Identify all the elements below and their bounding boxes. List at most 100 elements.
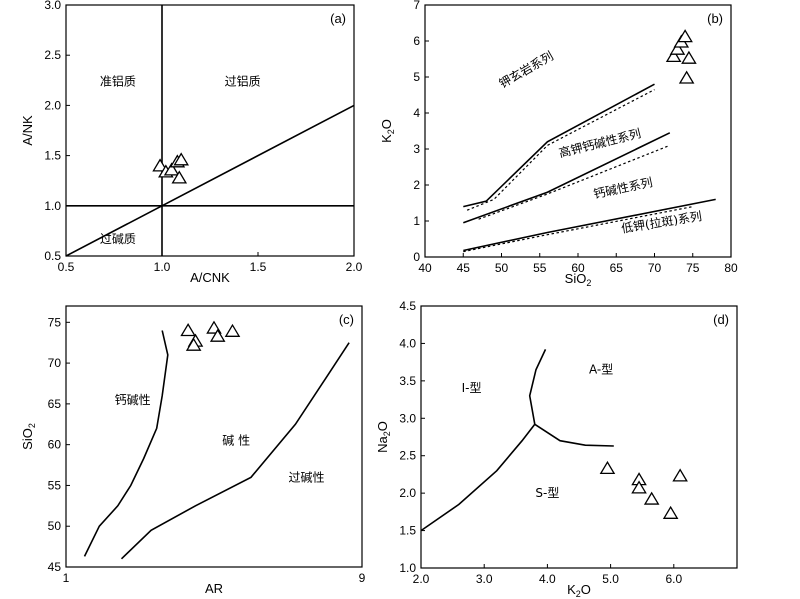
- field-label: 过碱性: [288, 470, 324, 484]
- y-tick-label: 3: [413, 142, 420, 156]
- x-tick-label: 70: [648, 261, 662, 275]
- plot-frame: [65, 4, 355, 257]
- x-axis-label: AR: [205, 581, 223, 596]
- x-tick-label: 0.5: [58, 260, 75, 274]
- y-tick-label: 60: [48, 438, 62, 452]
- field-label: I-型: [462, 381, 482, 395]
- y-tick-label: 0.5: [44, 249, 61, 263]
- sample-point: [599, 460, 616, 475]
- sample-point: [185, 337, 202, 351]
- panel-d: 2.0 3.0 4.0 5.0 6.0 1.0 1.5 2.0 2.5 3.0 3.5 4.0 4.5 K…: [375, 299, 738, 599]
- field-label: 钙碱性: [115, 393, 151, 407]
- plot-frame: [420, 305, 738, 569]
- y-tick-label: 1.5: [399, 524, 416, 538]
- sample-point: [677, 29, 693, 43]
- y-tick-label: 0: [413, 250, 420, 264]
- y-tick-label: 1.0: [399, 561, 416, 575]
- y-tick-label: 3.0: [399, 411, 416, 425]
- sample-point: [631, 480, 647, 494]
- boundary-line: [83, 330, 169, 557]
- x-tick-label: 2.0: [346, 260, 363, 274]
- panel-label: (b): [707, 11, 723, 26]
- sample-point: [171, 170, 188, 184]
- field-label: 高钾钙碱性系列: [557, 125, 642, 160]
- y-tick-label: 5: [413, 70, 420, 84]
- y-tick-label: 2: [413, 178, 420, 192]
- sample-point: [662, 505, 679, 519]
- boundary-line-dotted: [466, 89, 655, 211]
- y-axis-label: SiO2: [20, 423, 37, 450]
- x-tick-label: 60: [571, 261, 585, 275]
- y-tick-label: 4.0: [399, 336, 416, 350]
- x-tick-label: 1: [63, 571, 70, 585]
- boundary-line-dotted: [478, 144, 671, 220]
- sample-point: [672, 468, 688, 482]
- y-tick-label: 1.5: [44, 149, 61, 163]
- boundary-line: [65, 104, 355, 257]
- x-axis-label: SiO2: [565, 271, 592, 288]
- y-tick-label: 75: [48, 315, 62, 329]
- sample-point: [163, 162, 180, 176]
- y-tick-label: 7: [413, 0, 420, 12]
- sample-point: [643, 491, 660, 505]
- y-axis-label: Na2O: [375, 421, 392, 453]
- x-tick-label: 2.0: [413, 572, 430, 586]
- boundary-line: [420, 423, 536, 532]
- y-tick-label: 45: [48, 560, 62, 574]
- y-axis-label: A/NK: [20, 115, 35, 146]
- field-label: 钾玄岩系列: [496, 48, 555, 91]
- field-label: A-型: [589, 362, 613, 376]
- boundary-line: [534, 423, 614, 447]
- y-tick-label: 2.0: [399, 486, 416, 500]
- sample-point: [209, 328, 226, 342]
- y-tick-label: 3.5: [399, 374, 416, 388]
- x-tick-label: 6.0: [665, 572, 682, 586]
- x-tick-label: 65: [610, 261, 624, 275]
- x-tick-label: 40: [418, 261, 432, 275]
- x-tick-label: 9: [359, 571, 366, 585]
- x-tick-label: 50: [495, 261, 509, 275]
- field-label: 碱 性: [222, 434, 250, 448]
- boundary-line: [463, 132, 671, 224]
- panel-b: 40 45 50 55 60 65 70 75 8001234567SiO2K2O(b)钾玄岩系…: [379, 0, 738, 288]
- sample-point: [173, 152, 189, 166]
- x-tick-label: 1.5: [250, 260, 267, 274]
- y-tick-label: 55: [48, 478, 62, 492]
- y-tick-label: 1.0: [44, 199, 61, 213]
- x-tick-label: 4.0: [539, 572, 556, 586]
- sample-point: [180, 323, 196, 337]
- panel-label: (c): [339, 312, 354, 327]
- y-tick-label: 4.5: [399, 299, 416, 313]
- field-label: 过铝质: [225, 73, 261, 88]
- x-axis-label: K2O: [567, 582, 591, 599]
- y-tick-label: 2.5: [399, 449, 416, 463]
- field-label: 钙碱性系列: [592, 175, 654, 201]
- x-tick-label: 75: [686, 261, 700, 275]
- panel-label: (d): [713, 312, 729, 327]
- field-label: 准铝质: [100, 73, 136, 88]
- y-tick-label: 6: [413, 34, 420, 48]
- y-tick-label: 1: [413, 214, 420, 228]
- sample-point: [681, 50, 697, 64]
- y-tick-label: 70: [48, 356, 62, 370]
- sample-point: [665, 48, 682, 63]
- plot-frame: [65, 305, 363, 568]
- sample-point: [669, 41, 686, 55]
- sample-point: [678, 70, 695, 84]
- x-tick-label: 5.0: [602, 572, 619, 586]
- x-tick-label: 55: [533, 261, 547, 275]
- boundary-line: [463, 198, 716, 252]
- boundary-line: [120, 342, 350, 560]
- boundary-line: [463, 83, 655, 208]
- sample-point: [224, 323, 241, 337]
- boundary-line-dotted: [463, 206, 693, 253]
- sample-point: [152, 158, 168, 172]
- y-tick-label: 3.0: [44, 0, 61, 12]
- field-label: S-型: [535, 486, 559, 500]
- panel-a: 0.5 1.0 1.5 2.0 0.5 1.0 1.5 2.0 2.5 3.0 A/CNK A/NK (…: [20, 0, 363, 285]
- x-tick-label: 3.0: [476, 572, 493, 586]
- y-axis-label: K2O: [379, 119, 396, 143]
- y-tick-label: 65: [48, 397, 62, 411]
- y-tick-label: 50: [48, 519, 62, 533]
